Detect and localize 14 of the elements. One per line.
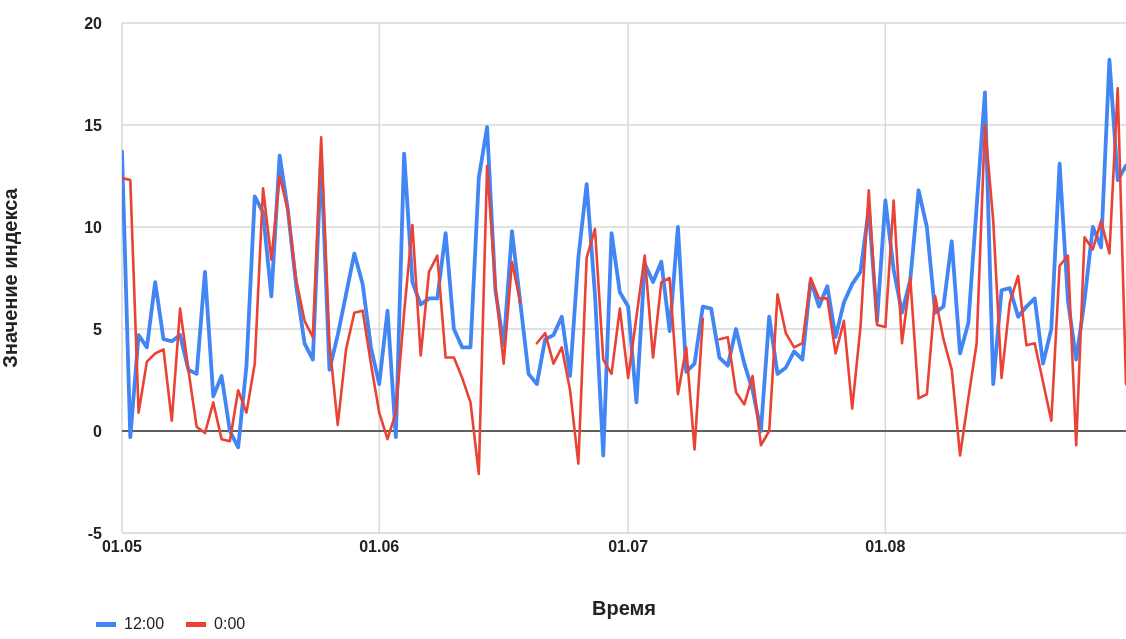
legend-label: 0:00 [214, 615, 246, 633]
x-tick-label: 01.07 [608, 538, 649, 556]
y-tick-label: -5 [87, 524, 103, 542]
x-tick-label: 01.08 [865, 538, 906, 556]
y-tick-label: 10 [84, 218, 103, 236]
y-axis-title: Значение индекса [0, 187, 22, 368]
x-tick-label: 01.06 [359, 538, 400, 556]
x-tick-label: 01.05 [101, 538, 143, 556]
y-tick-label: 15 [84, 116, 103, 134]
y-tick-label: 20 [84, 14, 103, 32]
y-tick-label: 5 [93, 320, 103, 338]
x-axis-title: Время [592, 597, 656, 619]
legend-label: 12:00 [124, 615, 165, 633]
y-tick-label: 0 [93, 422, 103, 440]
